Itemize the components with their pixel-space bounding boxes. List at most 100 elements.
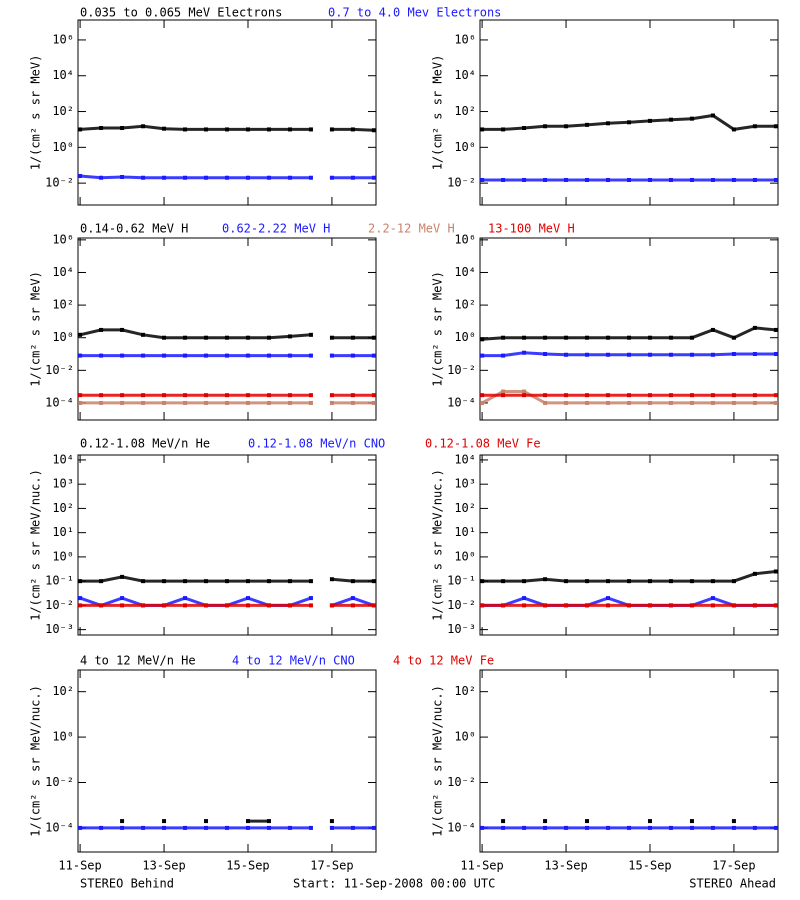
legend-label: 13-100 MeV H [488, 222, 575, 236]
data-point [308, 393, 313, 398]
data-point [162, 393, 167, 398]
data-point [647, 400, 652, 405]
data-point [245, 127, 250, 132]
y-tick-label: 10⁰ [52, 549, 74, 563]
data-point [627, 603, 631, 608]
data-point [287, 393, 292, 398]
data-point [689, 335, 694, 340]
data-point [627, 335, 631, 340]
data-point [522, 126, 527, 131]
data-point [689, 177, 694, 182]
data-point [564, 352, 569, 357]
y-tick-label: 10⁻³ [447, 622, 476, 636]
y-tick-label: 10² [454, 104, 476, 118]
data-point [204, 127, 209, 132]
y-tick-label: 10⁶ [52, 32, 74, 46]
data-point [710, 113, 715, 118]
data-point [99, 126, 104, 131]
data-point [606, 400, 611, 405]
data-point [627, 120, 631, 125]
data-point [668, 393, 673, 398]
y-tick-label: 10⁰ [52, 730, 74, 744]
data-point [522, 596, 527, 601]
data-point [78, 353, 83, 358]
data-point [647, 579, 652, 584]
data-point [689, 579, 694, 584]
data-point [329, 819, 334, 824]
y-tick-label: 10⁻² [45, 598, 74, 612]
legend-label: 0.14-0.62 MeV H [80, 222, 188, 236]
data-point [183, 335, 188, 340]
data-point [350, 127, 355, 132]
data-point [371, 335, 376, 340]
data-point [752, 393, 757, 398]
y-tick-label: 10⁴ [52, 265, 74, 279]
data-point [183, 393, 188, 398]
y-tick-label: 10¹ [52, 525, 74, 539]
data-point [752, 825, 757, 830]
y-tick-label: 10⁻² [45, 775, 74, 789]
legend-label: 2.2-12 MeV H [368, 222, 455, 236]
data-point [371, 393, 376, 398]
data-point [308, 596, 313, 601]
data-point [78, 332, 83, 337]
data-point [668, 825, 673, 830]
data-point [731, 825, 736, 830]
data-point [245, 175, 250, 180]
data-point [752, 352, 757, 357]
data-point [329, 400, 334, 405]
data-point [329, 393, 334, 398]
data-point [480, 579, 485, 584]
data-point [287, 175, 292, 180]
data-point [501, 389, 506, 394]
data-point [245, 400, 250, 405]
data-point [162, 353, 167, 358]
plot-frame [479, 237, 779, 421]
data-point [731, 335, 736, 340]
y-tick-label: 10⁻⁴ [447, 395, 476, 409]
legend-label: 0.7 to 4.0 Mev Electrons [328, 6, 501, 20]
data-point [225, 353, 229, 358]
data-point [245, 819, 250, 824]
data-point [287, 579, 292, 584]
data-point [773, 124, 778, 129]
data-point [731, 177, 736, 182]
y-tick-label: 10⁶ [454, 232, 476, 246]
data-point [350, 400, 355, 405]
y-axis-label: 1/(cm² s sr MeV) [29, 271, 43, 387]
data-point [480, 400, 485, 405]
data-point [350, 175, 355, 180]
y-tick-label: 10⁴ [454, 452, 476, 466]
data-point [162, 825, 167, 830]
data-point [585, 819, 590, 824]
data-point [162, 400, 167, 405]
data-point [350, 603, 355, 608]
data-point [689, 603, 694, 608]
data-point [522, 177, 527, 182]
data-point [752, 603, 757, 608]
data-point [162, 579, 167, 584]
data-point [245, 603, 250, 608]
data-point [731, 352, 736, 357]
data-point [606, 579, 611, 584]
y-tick-label: 10⁻¹ [45, 574, 74, 588]
data-point [141, 603, 146, 608]
y-tick-label: 10⁰ [454, 140, 476, 154]
data-point [162, 819, 167, 824]
plot-frame [77, 19, 377, 206]
data-point [689, 825, 694, 830]
data-point [225, 393, 229, 398]
y-tick-label: 10⁰ [454, 549, 476, 563]
data-point [522, 335, 527, 340]
data-point [78, 127, 83, 132]
data-point [266, 579, 271, 584]
data-point [141, 579, 146, 584]
x-tick-label: 13-Sep [544, 859, 587, 873]
data-point [120, 825, 125, 830]
plot-frame [77, 237, 377, 421]
data-point [710, 579, 715, 584]
data-point [564, 603, 569, 608]
data-point [287, 334, 292, 339]
data-point [773, 825, 778, 830]
data-point [350, 353, 355, 358]
